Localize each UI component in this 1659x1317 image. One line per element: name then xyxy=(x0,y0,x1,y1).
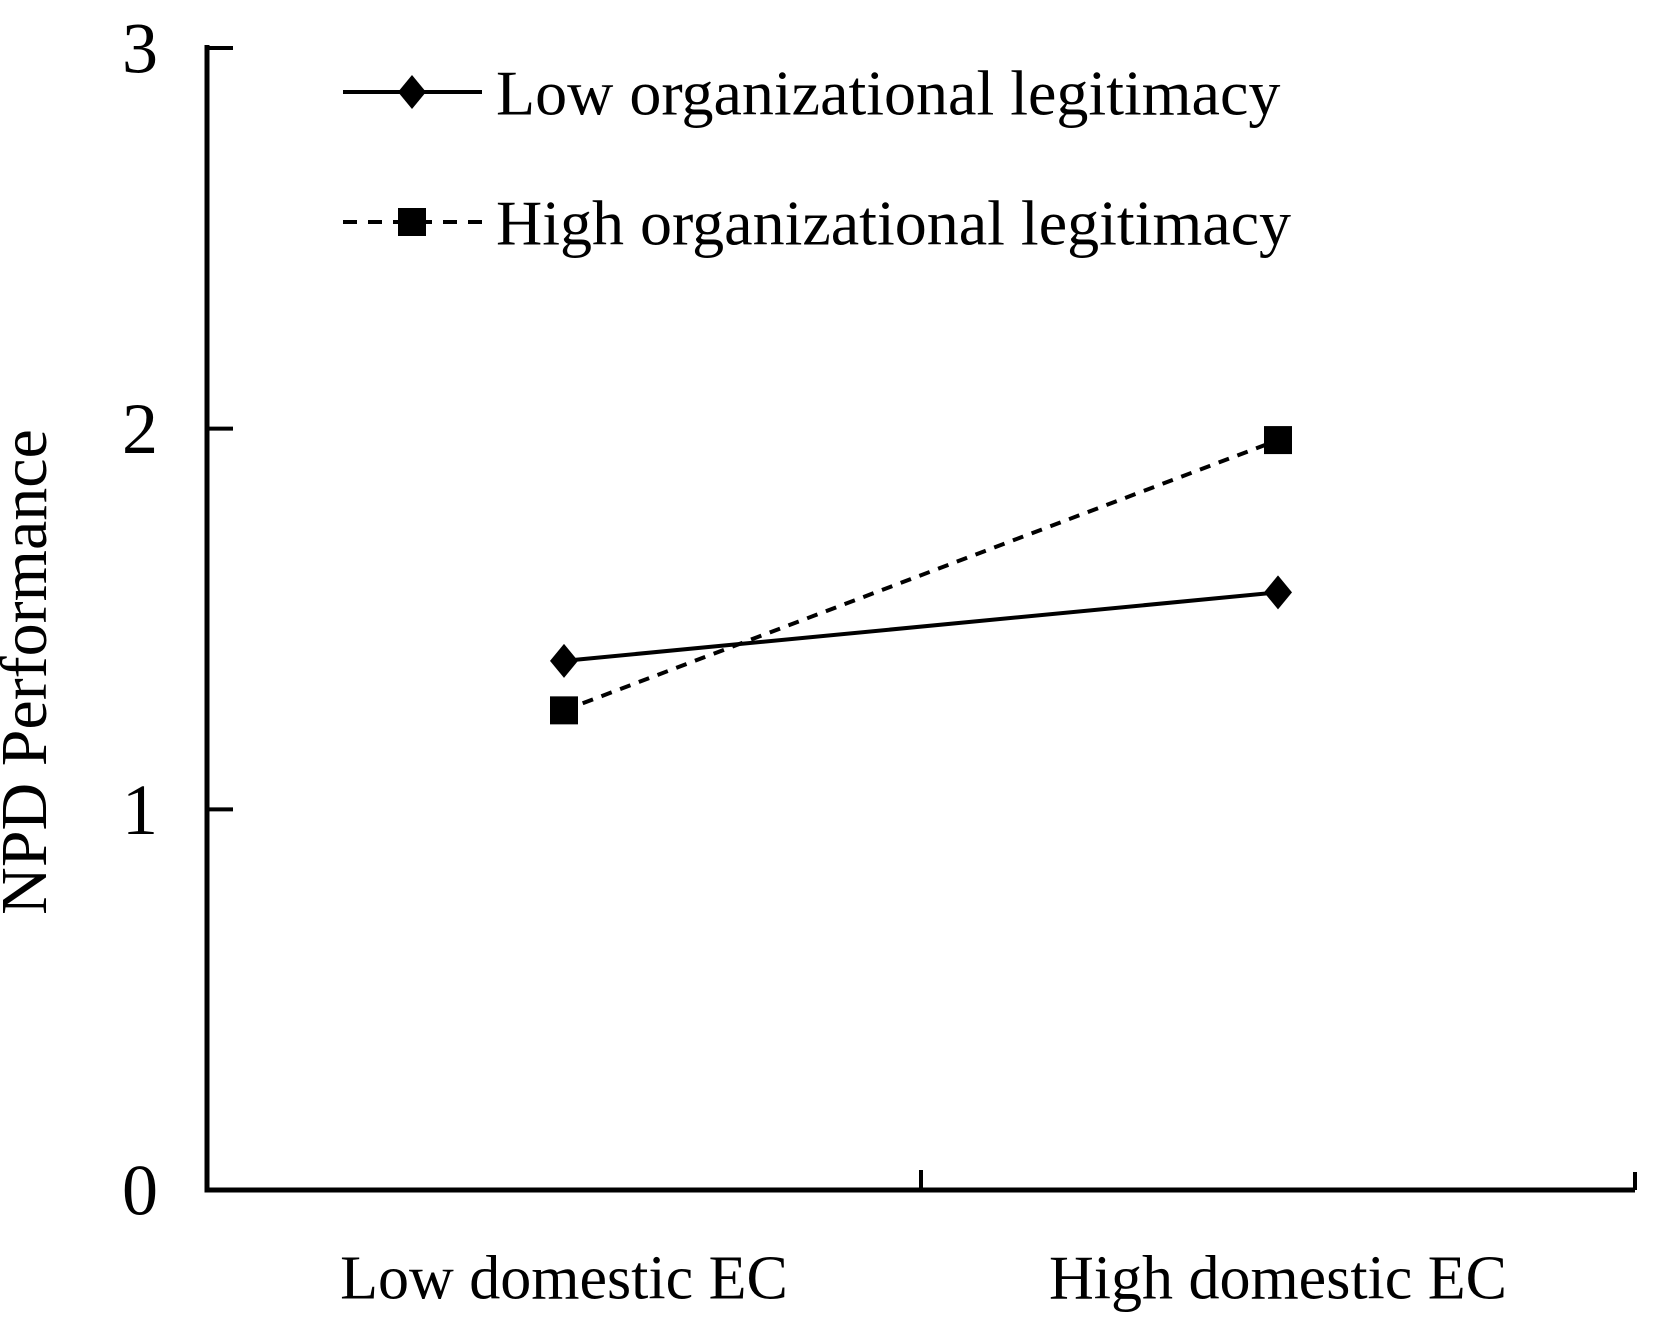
legend-diamond-marker xyxy=(398,75,426,109)
data-point-diamond-marker xyxy=(1264,575,1292,610)
y-tick-label: 1 xyxy=(122,770,158,850)
y-tick-label: 3 xyxy=(122,8,158,88)
series-low-organizational-legitimacy xyxy=(550,575,1292,678)
legend: Low organizational legitimacy High organi… xyxy=(343,57,1291,258)
y-axis-title: NPD Performance xyxy=(0,429,61,915)
series-line xyxy=(563,590,1279,663)
x-category-label: Low domestic EC xyxy=(340,1245,788,1313)
data-point-square-marker xyxy=(1264,426,1292,455)
legend-label: High organizational legitimacy xyxy=(496,187,1291,258)
y-tick-label: 2 xyxy=(122,389,158,469)
y-axis-ticks: 0 1 2 3 xyxy=(122,8,233,1230)
data-point-square-marker xyxy=(550,696,578,725)
series-layer xyxy=(550,426,1292,725)
legend-item-high-organizational-legitimacy: High organizational legitimacy xyxy=(343,187,1291,258)
x-axis-category-labels: Low domestic EC High domestic EC xyxy=(340,1245,1507,1313)
legend-square-marker xyxy=(398,208,426,236)
y-tick-label: 0 xyxy=(122,1150,158,1230)
legend-item-low-organizational-legitimacy: Low organizational legitimacy xyxy=(343,57,1280,128)
legend-label: Low organizational legitimacy xyxy=(496,57,1280,128)
data-point-diamond-marker xyxy=(550,643,578,678)
x-category-label: High domestic EC xyxy=(1049,1245,1507,1313)
series-high-organizational-legitimacy xyxy=(550,426,1292,725)
series-line xyxy=(563,438,1279,713)
